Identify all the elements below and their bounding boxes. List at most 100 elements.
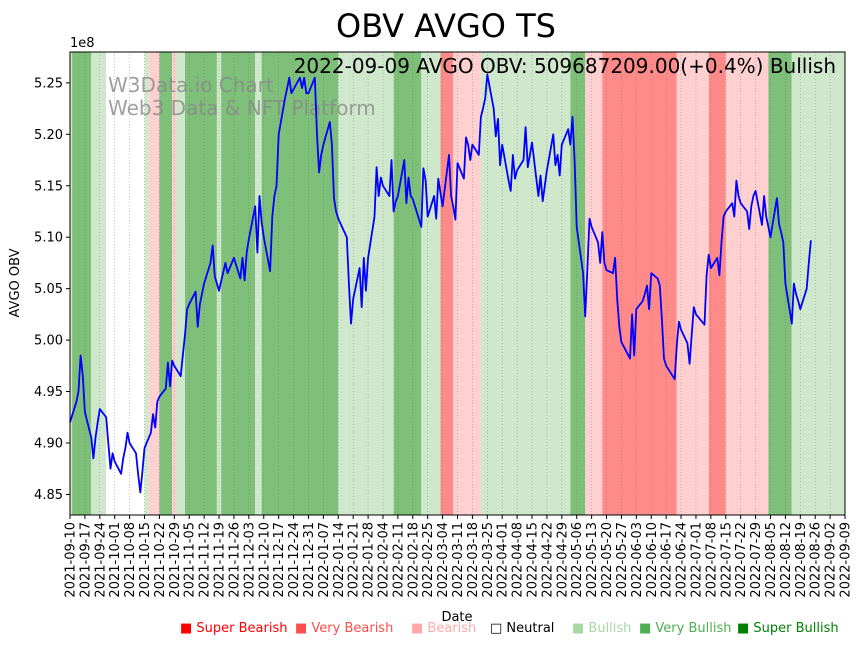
band-very_bullish bbox=[184, 52, 217, 515]
x-tick-label: 2022-04-01 bbox=[496, 522, 511, 598]
obv-series bbox=[69, 73, 812, 494]
x-tick-label: 2021-10-29 bbox=[168, 522, 183, 598]
x-tick-label: 2022-03-18 bbox=[466, 522, 481, 598]
x-tick-label: 2022-07-22 bbox=[734, 522, 749, 598]
obv-line bbox=[69, 73, 812, 494]
y-tick-label: 4.85 bbox=[34, 488, 63, 503]
x-tick-label: 2022-02-18 bbox=[406, 522, 421, 598]
legend-item: ■ Very Bearish bbox=[295, 621, 394, 636]
x-tick-label: 2022-05-27 bbox=[615, 522, 630, 598]
y-tick-label: 5.05 bbox=[34, 282, 63, 297]
x-tick-label: 2022-08-12 bbox=[779, 522, 794, 598]
x-tick-label: 2022-06-03 bbox=[630, 522, 645, 598]
band-bearish bbox=[585, 52, 603, 515]
y-tick-label: 5.10 bbox=[34, 231, 63, 246]
x-tick-label: 2022-01-07 bbox=[317, 522, 332, 598]
band-bullish bbox=[346, 52, 394, 515]
band-bullish bbox=[512, 52, 571, 515]
x-tick-label: 2022-01-21 bbox=[347, 522, 362, 598]
watermark: W3Data.io Chart Web3 Data & NFT Platform bbox=[108, 73, 376, 120]
watermark-line-2: Web3 Data & NFT Platform bbox=[108, 96, 376, 120]
x-tick-label: 2022-09-02 bbox=[824, 522, 839, 598]
x-tick-label: 2022-01-28 bbox=[362, 522, 377, 598]
x-tick-label: 2022-02-25 bbox=[421, 522, 436, 598]
band-bearish bbox=[453, 52, 467, 515]
band-very_bullish bbox=[768, 52, 792, 515]
legend-item: ■ Very Bullish bbox=[639, 621, 732, 636]
x-tick-label: 2022-04-29 bbox=[555, 522, 570, 598]
x-tick-label: 2022-05-13 bbox=[585, 522, 600, 598]
band-neutral bbox=[106, 52, 145, 515]
x-tick-label: 2022-03-11 bbox=[451, 522, 466, 598]
x-tick-label: 2022-03-25 bbox=[481, 522, 496, 598]
band-very_bullish bbox=[221, 52, 256, 515]
band-bullish bbox=[91, 52, 107, 515]
y-tick-label: 5.15 bbox=[34, 179, 63, 194]
legend-item: ■ Super Bullish bbox=[737, 621, 839, 636]
band-bullish bbox=[176, 52, 185, 515]
band-bearish bbox=[148, 52, 160, 515]
x-tick-label: 2021-12-31 bbox=[302, 522, 317, 598]
axes: 4.85 4.90 4.95 5.00 5.05 5.10 5.15 5.20 5.25 2021… bbox=[34, 51, 854, 598]
x-tick-label: 2022-02-11 bbox=[391, 522, 406, 598]
x-tick-label: 2021-11-26 bbox=[227, 522, 242, 598]
band-bearish bbox=[676, 52, 709, 515]
x-tick-label: 2021-12-24 bbox=[287, 522, 302, 598]
x-tick-label: 2022-05-06 bbox=[570, 522, 585, 598]
x-tick-label: 2021-11-05 bbox=[183, 522, 198, 598]
x-tick-label: 2021-10-08 bbox=[123, 522, 138, 598]
x-tick-label: 2022-06-10 bbox=[645, 522, 660, 598]
band-very_bullish bbox=[159, 52, 173, 515]
x-tick-label: 2021-11-12 bbox=[198, 522, 213, 598]
y-axis-label: AVGO OBV bbox=[8, 248, 23, 317]
x-tick-label: 2022-01-14 bbox=[332, 522, 347, 598]
x-tick-label: 2022-09-09 bbox=[839, 522, 854, 598]
x-tick-label: 2021-12-03 bbox=[242, 522, 257, 598]
x-tick-label: 2021-09-10 bbox=[64, 522, 79, 598]
x-tick-label: 2022-04-15 bbox=[526, 522, 541, 598]
watermark-line-1: W3Data.io Chart bbox=[108, 73, 274, 97]
y-tick-label: 4.95 bbox=[34, 385, 63, 400]
band-bullish bbox=[421, 52, 441, 515]
x-tick-label: 2021-10-22 bbox=[153, 522, 168, 598]
y-offset-label: 1e8 bbox=[70, 36, 95, 51]
x-tick-label: 2022-04-22 bbox=[540, 522, 555, 598]
x-tick-label: 2021-12-10 bbox=[257, 522, 272, 598]
x-tick-label: 2022-08-26 bbox=[809, 522, 824, 598]
x-tick-label: 2021-10-15 bbox=[138, 522, 153, 598]
legend-item: ■ Bearish bbox=[411, 621, 477, 636]
x-tick-label: 2022-06-17 bbox=[660, 522, 675, 598]
y-tick-label: 4.90 bbox=[34, 436, 63, 451]
band-bullish bbox=[338, 52, 347, 515]
x-tick-label: 2022-06-24 bbox=[675, 522, 690, 598]
y-tick-label: 5.20 bbox=[34, 128, 63, 143]
x-tick-label: 2022-04-08 bbox=[511, 522, 526, 598]
x-tick-label: 2021-09-24 bbox=[93, 522, 108, 598]
x-tick-label: 2022-07-29 bbox=[749, 522, 764, 598]
band-very_bearish bbox=[708, 52, 726, 515]
band-very_bullish bbox=[72, 52, 92, 515]
latest-value-annotation: 2022-09-09 AVGO OBV: 509687209.00(+0.4%)… bbox=[294, 54, 836, 78]
x-tick-label: 2022-02-04 bbox=[376, 522, 391, 598]
x-tick-label: 2021-11-19 bbox=[213, 522, 228, 598]
y-tick-label: 5.00 bbox=[34, 334, 63, 349]
band-bullish bbox=[70, 52, 73, 515]
x-tick-label: 2021-12-17 bbox=[272, 522, 287, 598]
band-bullish bbox=[791, 52, 845, 515]
x-tick-label: 2021-09-17 bbox=[78, 522, 93, 598]
band-bullish bbox=[255, 52, 262, 515]
x-tick-label: 2022-08-05 bbox=[764, 522, 779, 598]
x-tick-label: 2022-07-01 bbox=[689, 522, 704, 598]
x-tick-label: 2022-05-20 bbox=[600, 522, 615, 598]
x-tick-label: 2021-10-01 bbox=[108, 522, 123, 598]
band-very_bearish bbox=[602, 52, 677, 515]
legend-item: □ Neutral bbox=[490, 621, 555, 636]
x-tick-label: 2022-07-08 bbox=[704, 522, 719, 598]
band-bearish bbox=[725, 52, 769, 515]
x-tick-label: 2022-03-04 bbox=[436, 522, 451, 598]
band-bearish bbox=[466, 52, 481, 515]
x-tick-label: 2022-08-19 bbox=[794, 522, 809, 598]
band-very_bullish bbox=[393, 52, 422, 515]
chart-title: OBV AVGO TS bbox=[336, 7, 556, 45]
